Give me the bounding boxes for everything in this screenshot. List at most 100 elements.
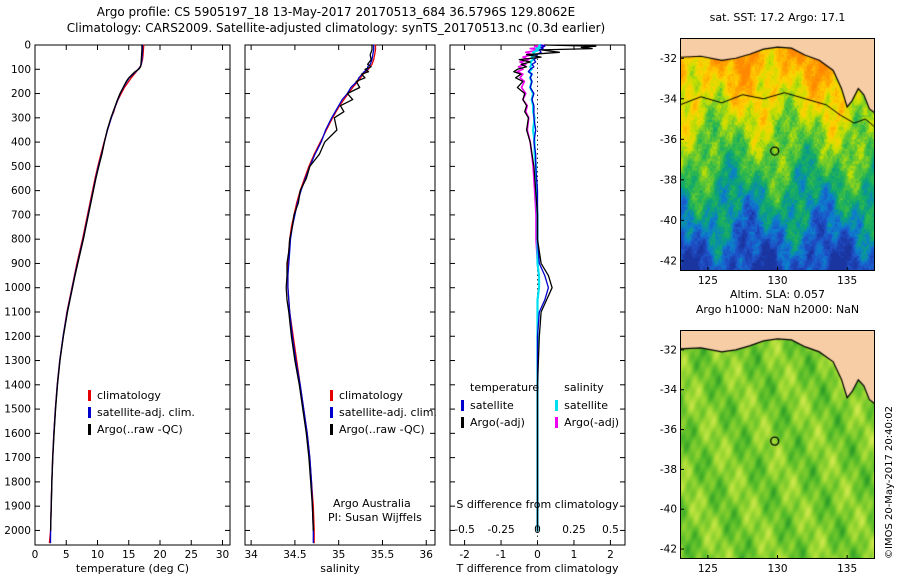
tick-label: -42 [660, 255, 677, 267]
tick-label: 10 [91, 549, 104, 561]
argo-line-swatch [88, 424, 91, 435]
tick-label: 500 [11, 161, 31, 173]
tick-label: 135 [837, 275, 857, 287]
tick-label: 35.5 [371, 549, 394, 561]
imos-credit: ©IMOS 20-May-2017 20:40:02 [884, 406, 895, 559]
tick-label: 125 [698, 275, 718, 287]
difference-profile-salinity-satellite-line [527, 43, 542, 532]
tick-label: 700 [11, 209, 31, 221]
tick-label: -32 [660, 53, 677, 65]
legend-group-label: salinity [564, 381, 604, 394]
legend-row: Argo(..raw -QC) [88, 421, 195, 438]
tick-label: 900 [11, 258, 31, 270]
tick-label: -38 [660, 464, 677, 476]
tick-label: 130 [767, 563, 787, 575]
difference-profile-temperature-argo-adj-line [513, 44, 597, 532]
tick-label: 2 [607, 549, 614, 561]
tick-label: 1800 [4, 476, 31, 488]
t-satellite-line-swatch [461, 400, 464, 411]
tick-label: -40 [660, 504, 677, 516]
legend-row: satellite [555, 397, 619, 414]
tick-label: 0.25 [562, 524, 585, 536]
difference-legend: temperature satellite Argo(-adj) salinit… [461, 381, 619, 431]
tick-label: 1 [571, 549, 578, 561]
tick-label: 1600 [4, 428, 31, 440]
tick-label: 1000 [4, 282, 31, 294]
tick-label: 0 [24, 40, 31, 52]
legend-label: satellite-adj. clim. [97, 406, 195, 419]
temperature-profile-argo-raw-qc-line [49, 44, 143, 532]
salinity-profile-argo-raw-qc-line [285, 44, 373, 532]
tick-label: 0 [534, 524, 541, 536]
salinity-profile-satellite-adj-clim-line [287, 44, 375, 544]
sdiff-axis-label: S difference from climatology [456, 498, 619, 511]
legend-label: Argo(..raw -QC) [97, 423, 183, 436]
legend-label: Argo(-adj) [564, 416, 620, 429]
temperature-axis-label: temperature (deg C) [75, 562, 190, 575]
legend-row: satellite [461, 397, 539, 414]
tick-label: 1400 [4, 379, 31, 391]
temperature-legend: climatology satellite-adj. clim. Argo(..… [88, 387, 195, 438]
salinity-legend: climatology satellite-adj. clim. Argo(..… [330, 387, 437, 438]
temperature-profile-satellite-adj-clim-line [49, 44, 144, 544]
legend-row: Argo(-adj) [461, 414, 539, 431]
tick-label: 1200 [4, 331, 31, 343]
tick-label: 0 [534, 549, 541, 561]
tick-label: 0 [32, 549, 39, 561]
temperature-profile-frame [34, 44, 231, 546]
tick-label: 1300 [4, 355, 31, 367]
figure-title-line1: Argo profile: CS 5905197_18 13-May-2017 … [96, 5, 576, 19]
difference-profile-frame [449, 44, 626, 546]
tick-label: 130 [767, 275, 787, 287]
legend-label: climatology [339, 389, 403, 402]
legend-label: Argo(..raw -QC) [339, 423, 425, 436]
tick-label: -36 [660, 134, 677, 146]
tick-label: -1 [496, 549, 506, 561]
salinity-profile-frame [244, 44, 436, 546]
tick-label: -38 [660, 174, 677, 186]
tick-label: 34 [244, 549, 258, 561]
sla-map-title: Altim. SLA: 0.057 [729, 288, 826, 301]
tick-label: 0.5 [602, 524, 619, 536]
sst-map-canvas [680, 38, 875, 271]
tick-label: 1700 [4, 452, 31, 464]
legend-row: satellite-adj. clim. [88, 404, 195, 421]
argo-line-swatch [330, 424, 333, 435]
legend-row: climatology [330, 387, 437, 404]
tick-label: -34 [660, 93, 677, 105]
legend-label: satellite [564, 399, 608, 412]
satellite-adj-line-swatch [330, 407, 333, 418]
legend-row: Argo(-adj) [555, 414, 619, 431]
satellite-adj-line-swatch [88, 407, 91, 418]
s-satellite-line-swatch [555, 400, 559, 411]
legend-row: Argo(..raw -QC) [330, 421, 437, 438]
tick-label: 36 [420, 549, 434, 561]
temperature-profile-climatology-line [48, 44, 145, 544]
sst-map-title: sat. SST: 17.2 Argo: 17.1 [709, 11, 846, 24]
tick-label: -36 [660, 424, 677, 436]
tick-label: 800 [11, 234, 31, 246]
tick-label: 135 [837, 563, 857, 575]
sla-map-subtitle: Argo h1000: NaN h2000: NaN [695, 303, 860, 316]
climatology-line-swatch [330, 390, 333, 401]
tick-label: -42 [660, 544, 677, 556]
tick-label: -2 [459, 549, 469, 561]
tick-label: -32 [660, 344, 677, 356]
tick-label: 20 [153, 549, 166, 561]
tick-label: 34.5 [283, 549, 306, 561]
salinity-profile-climatology-line [287, 44, 377, 544]
legend-label: satellite-adj. clim. [339, 406, 437, 419]
figure-title-line2: Climatology: CARS2009. Satellite-adjuste… [66, 21, 606, 35]
pi-note: PI: Susan Wijffels [328, 511, 422, 524]
tick-label: 25 [185, 549, 198, 561]
tick-label: 100 [11, 64, 31, 76]
tick-label: -40 [660, 215, 677, 227]
tick-label: -0.5 [454, 524, 475, 536]
tick-label: 1100 [4, 306, 31, 318]
tick-label: 125 [698, 563, 718, 575]
sla-map-canvas [680, 330, 875, 559]
difference-profile-temperature-satellite-line [527, 44, 550, 532]
tick-label: 35 [332, 549, 345, 561]
tick-label: 30 [216, 549, 229, 561]
